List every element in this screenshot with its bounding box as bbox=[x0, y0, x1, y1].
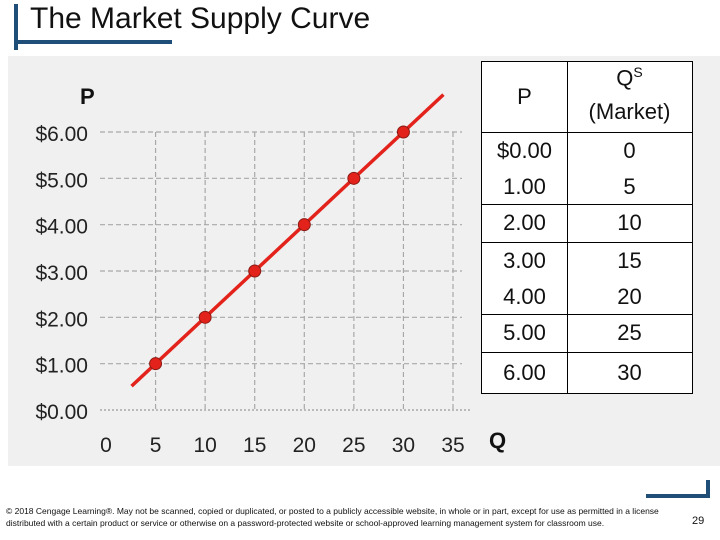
table-cell-price: 5.00 bbox=[503, 320, 546, 345]
x-tick-label: 25 bbox=[342, 434, 365, 457]
page-number: 29 bbox=[692, 515, 705, 527]
table-column-divider bbox=[567, 62, 568, 393]
data-point bbox=[198, 310, 212, 324]
table-header-qs-sup: S bbox=[633, 64, 643, 80]
y-tick-label: $6.00 bbox=[35, 123, 88, 146]
data-point bbox=[396, 125, 410, 139]
table-header-qs-sub: (Market) bbox=[588, 99, 671, 124]
table-cell-price: 2.00 bbox=[503, 210, 546, 235]
y-axis-title: P bbox=[80, 84, 95, 109]
supply-table: P QS (Market) $0.00 0 1.00 5 2.00 10 3.00 15 4.0… bbox=[481, 61, 693, 394]
x-tick-label: 30 bbox=[392, 434, 415, 457]
x-tick-label: 10 bbox=[193, 434, 216, 457]
table-cell-quantity: 30 bbox=[617, 359, 642, 385]
table-cell-quantity: 10 bbox=[617, 210, 642, 235]
x-axis-title: Q bbox=[489, 428, 506, 453]
table-cell-price: 6.00 bbox=[503, 359, 546, 385]
table-row-divider bbox=[482, 314, 692, 315]
x-tick-label: 20 bbox=[293, 434, 316, 457]
data-point bbox=[297, 218, 311, 232]
x-tick-label: 5 bbox=[150, 434, 162, 457]
y-tick-label: $3.00 bbox=[35, 262, 88, 285]
title-accent-vertical bbox=[14, 4, 18, 50]
table-cell-price: 3.00 bbox=[503, 248, 546, 273]
table-header-qs-main: Q bbox=[616, 65, 634, 91]
table-cell-price: $0.00 bbox=[496, 138, 553, 163]
copyright-footer: © 2018 Cengage Learning®. May not be sca… bbox=[6, 506, 659, 528]
data-point bbox=[248, 264, 262, 278]
table-cell-quantity: 25 bbox=[617, 320, 642, 345]
x-tick-label: 15 bbox=[243, 434, 266, 457]
y-tick-label: $5.00 bbox=[35, 169, 88, 192]
table-cell-quantity: 5 bbox=[623, 174, 636, 199]
table-cell-quantity: 0 bbox=[623, 138, 636, 163]
y-tick-label: $4.00 bbox=[35, 216, 88, 239]
x-tick-label: 0 bbox=[100, 434, 112, 457]
table-row-divider bbox=[482, 242, 692, 243]
table-cell-price: 4.00 bbox=[503, 284, 546, 309]
slide-title: The Market Supply Curve bbox=[30, 2, 371, 35]
table-header-qs: QS bbox=[567, 64, 692, 91]
table-header-p: P bbox=[517, 84, 532, 109]
corner-accent-horizontal bbox=[646, 494, 710, 498]
table-cell-quantity: 15 bbox=[617, 248, 642, 273]
table-row-divider bbox=[482, 352, 692, 353]
y-tick-label: $1.00 bbox=[35, 355, 88, 378]
table-cell-price: 1.00 bbox=[503, 174, 546, 199]
table-row-divider bbox=[482, 132, 692, 133]
title-accent-horizontal bbox=[14, 40, 172, 44]
y-tick-label: $2.00 bbox=[35, 308, 88, 331]
data-point bbox=[149, 357, 163, 371]
data-point bbox=[347, 171, 361, 185]
corner-accent-vertical bbox=[706, 480, 710, 498]
table-row-divider bbox=[482, 204, 692, 205]
table-cell-quantity: 20 bbox=[617, 284, 642, 309]
x-tick-label: 35 bbox=[441, 434, 464, 457]
y-tick-label: $0.00 bbox=[35, 401, 88, 424]
supply-curve-line bbox=[130, 93, 445, 388]
